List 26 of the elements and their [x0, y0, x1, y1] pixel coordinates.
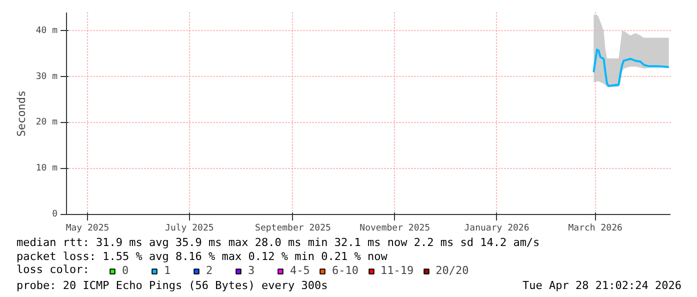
y-tick-label: 40 m — [36, 26, 58, 36]
legend-label: 6-10 — [332, 264, 358, 277]
text: median rtt: 31.9 ms avg 35.9 ms max 28.0 ms min 32.1 ms now 2.2 ms sd 14.2 am/s — [16, 236, 540, 249]
legend-title: loss color: — [16, 263, 90, 276]
x-tick-label: November 2025 — [360, 224, 430, 234]
legend-label: 0 — [122, 264, 130, 277]
x-tick-label: September 2025 — [255, 224, 331, 234]
x-tick-label: May 2025 — [66, 224, 110, 234]
text: probe: 20 ICMP Echo Pings (56 Bytes) every 300s — [16, 279, 328, 292]
y-tick-label: 30 m — [36, 72, 58, 82]
text: packet loss: 1.55 % avg 8.16 % max 0.12 % min 0.21 % now — [16, 250, 388, 263]
x-tick-label: March 2026 — [568, 224, 622, 234]
y-tick-label: 0 — [52, 210, 58, 220]
legend-label: 4-5 — [290, 264, 310, 277]
x-tick-label: January 2026 — [464, 224, 530, 234]
legend-label: 3 — [248, 264, 256, 277]
line-series — [592, 48, 670, 87]
legend-label: 1 — [164, 264, 172, 277]
y-axis-title: Seconds — [14, 90, 28, 137]
y-tick-label: 10 m — [36, 164, 58, 174]
x-tick-label: July 2025 — [165, 224, 214, 234]
legend-label: 20/20 — [436, 264, 469, 277]
legend-label: 11-19 — [380, 264, 414, 277]
text: Tue Apr 28 21:02:24 2026 — [522, 279, 682, 292]
y-tick-label: 20 m — [36, 118, 58, 128]
legend-label: 2 — [206, 264, 214, 277]
